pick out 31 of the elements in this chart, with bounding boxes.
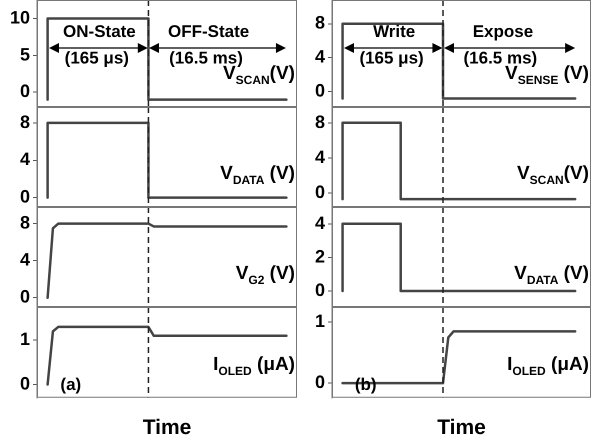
annotation: (165 μs) (359, 48, 424, 68)
x-axis-title: Time (142, 416, 192, 440)
y-tick-label: 8 (20, 112, 30, 132)
y-tick-label: 0 (20, 186, 30, 207)
y-tick-label: 4 (314, 146, 325, 167)
y-tick-label: 8 (314, 112, 325, 132)
y-tick-label: 0 (314, 372, 325, 392)
y-tick-label: 0 (314, 182, 325, 202)
y-tick-label: 8 (20, 212, 30, 233)
y-tick-label: 4 (314, 46, 325, 67)
annotation: OFF-State (168, 22, 250, 41)
y-tick-label: 5 (20, 44, 30, 64)
annotation: Expose (472, 22, 534, 41)
y-tick-label: 10 (10, 7, 30, 28)
y-tick-label: 0 (314, 280, 325, 300)
y-tick-label: 1 (20, 329, 30, 350)
annotation: Write (373, 22, 416, 41)
annotation: ON-State (63, 22, 136, 41)
y-tick-label: 8 (314, 12, 325, 33)
y-tick-label: 4 (20, 149, 30, 170)
y-tick-label: 0 (20, 373, 30, 394)
annotation: (a) (60, 374, 82, 394)
y-tick-label: 4 (314, 212, 325, 233)
y-tick-label: 0 (20, 286, 30, 307)
annotation: (165 μs) (64, 48, 129, 68)
y-tick-label: 2 (314, 246, 325, 266)
y-tick-label: 1 (314, 311, 325, 332)
y-tick-label: 0 (20, 81, 30, 102)
y-tick-label: 4 (20, 250, 30, 270)
y-tick-label: 0 (314, 80, 325, 101)
x-axis-title: Time (437, 416, 486, 440)
